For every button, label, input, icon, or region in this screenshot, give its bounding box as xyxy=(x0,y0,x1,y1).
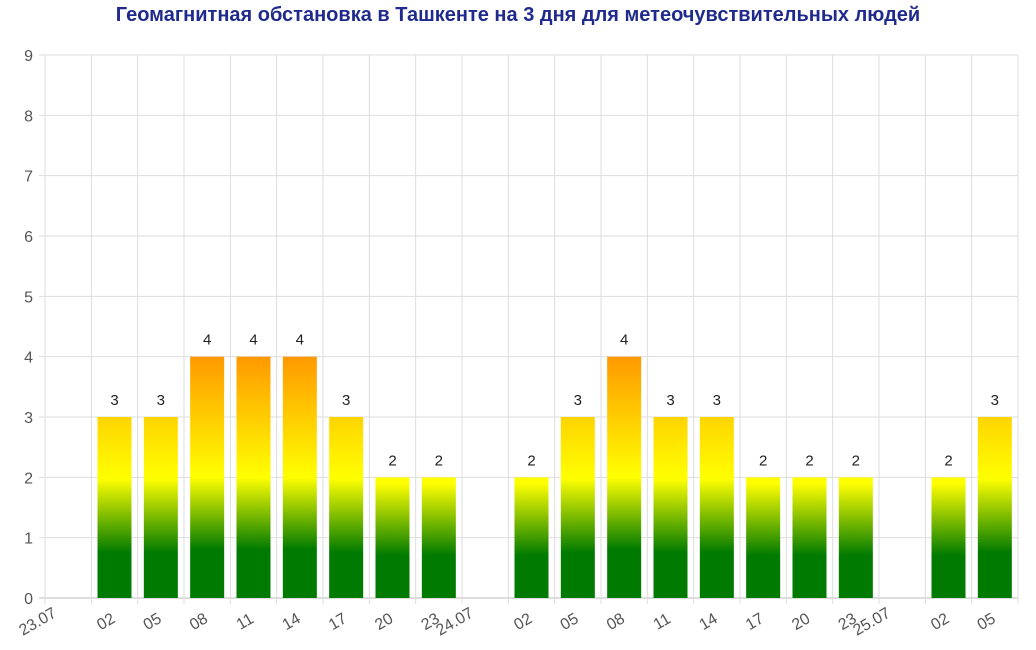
x-tick-label: 05 xyxy=(141,610,165,634)
y-tick-label: 0 xyxy=(24,591,33,608)
bar xyxy=(282,356,317,598)
y-tick-label: 9 xyxy=(24,48,33,65)
value-label: 3 xyxy=(342,392,350,409)
x-tick-label: 05 xyxy=(975,610,999,634)
bar xyxy=(838,477,873,598)
x-tick-label: 14 xyxy=(280,610,304,634)
x-tick-label: 05 xyxy=(558,610,582,634)
value-label: 2 xyxy=(944,452,952,469)
y-tick-label: 4 xyxy=(24,350,33,367)
y-tick-label: 2 xyxy=(24,470,33,487)
bar xyxy=(746,477,781,598)
value-label: 2 xyxy=(759,452,767,469)
x-tick-label: 24.07 xyxy=(433,605,476,640)
y-tick-label: 8 xyxy=(24,108,33,125)
x-tick-label: 25.07 xyxy=(850,605,893,640)
value-label: 2 xyxy=(527,452,535,469)
value-label: 2 xyxy=(805,452,813,469)
x-tick-label: 23.07 xyxy=(16,605,59,640)
x-tick-label: 11 xyxy=(651,611,674,634)
value-label: 4 xyxy=(203,332,211,349)
x-tick-label: 08 xyxy=(604,610,628,634)
value-label: 4 xyxy=(620,332,628,349)
bars xyxy=(97,356,1012,598)
x-tick-label: 08 xyxy=(187,610,211,634)
value-label: 3 xyxy=(110,392,118,409)
x-tick-label: 02 xyxy=(511,610,535,634)
value-label: 4 xyxy=(249,332,257,349)
x-tick-label: 23 xyxy=(836,610,860,634)
value-label: 2 xyxy=(388,452,396,469)
bar xyxy=(931,477,966,598)
bar xyxy=(607,356,642,598)
x-tick-label: 17 xyxy=(743,610,767,634)
chart-title: Геомагнитная обстановка в Ташкенте на 3 … xyxy=(115,4,921,26)
bar xyxy=(560,417,595,598)
y-tick-label: 5 xyxy=(24,289,33,306)
value-label: 2 xyxy=(435,452,443,469)
bar xyxy=(514,477,549,598)
value-label: 4 xyxy=(296,332,304,349)
x-tick-label: 17 xyxy=(326,610,350,634)
x-tick-label: 02 xyxy=(928,610,952,634)
x-tick-label: 14 xyxy=(697,610,721,634)
grid xyxy=(39,54,1019,604)
x-tick-label: 23 xyxy=(419,610,443,634)
y-tick-label: 6 xyxy=(24,229,33,246)
value-label: 3 xyxy=(713,392,721,409)
value-label: 2 xyxy=(852,452,860,469)
bar xyxy=(792,477,827,598)
y-tick-label: 1 xyxy=(24,531,33,548)
value-label: 3 xyxy=(574,392,582,409)
bar xyxy=(977,417,1012,598)
bar xyxy=(190,356,225,598)
bar xyxy=(236,356,271,598)
x-tick-label: 02 xyxy=(94,610,118,634)
y-tick-label: 7 xyxy=(24,169,33,186)
value-label: 3 xyxy=(157,392,165,409)
value-label: 3 xyxy=(991,392,999,409)
bar xyxy=(375,477,410,598)
x-tick-label: 20 xyxy=(372,610,396,634)
bar xyxy=(97,417,132,598)
bar xyxy=(699,417,734,598)
bar xyxy=(653,417,688,598)
bar xyxy=(329,417,364,598)
x-tick-label: 11 xyxy=(234,611,257,634)
value-label: 3 xyxy=(666,392,674,409)
bar xyxy=(143,417,178,598)
bar xyxy=(421,477,456,598)
y-tick-label: 3 xyxy=(24,410,33,427)
x-tick-label: 20 xyxy=(789,610,813,634)
